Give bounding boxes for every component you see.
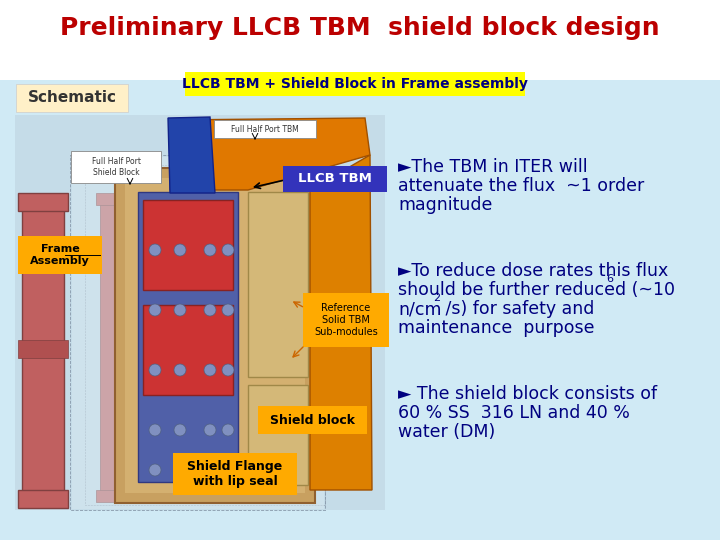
Text: /s) for safety and: /s) for safety and bbox=[440, 300, 595, 318]
Circle shape bbox=[149, 244, 161, 256]
Text: water (DM): water (DM) bbox=[398, 423, 495, 441]
Circle shape bbox=[222, 364, 234, 376]
FancyBboxPatch shape bbox=[185, 72, 525, 96]
Bar bbox=[0, 80, 720, 540]
Circle shape bbox=[204, 424, 216, 436]
FancyBboxPatch shape bbox=[16, 84, 128, 112]
Text: Shield block: Shield block bbox=[269, 414, 354, 427]
Circle shape bbox=[204, 304, 216, 316]
Bar bbox=[96, 193, 122, 205]
Circle shape bbox=[222, 464, 234, 476]
Text: maintenance  purpose: maintenance purpose bbox=[398, 319, 595, 337]
Text: LLCB TBM + Shield Block in Frame assembly: LLCB TBM + Shield Block in Frame assembl… bbox=[182, 77, 528, 91]
Text: Preliminary LLCB TBM  shield block design: Preliminary LLCB TBM shield block design bbox=[60, 16, 660, 40]
Circle shape bbox=[204, 364, 216, 376]
Circle shape bbox=[149, 364, 161, 376]
FancyBboxPatch shape bbox=[283, 166, 387, 192]
Bar bbox=[96, 490, 122, 502]
Bar bbox=[18, 490, 68, 508]
Text: Schematic: Schematic bbox=[27, 91, 117, 105]
Text: n/cm: n/cm bbox=[398, 300, 441, 318]
Bar bbox=[22, 200, 64, 495]
FancyBboxPatch shape bbox=[303, 293, 389, 347]
Text: attenuate the flux  ~1 order: attenuate the flux ~1 order bbox=[398, 177, 644, 195]
Text: Frame
Assembly: Frame Assembly bbox=[30, 244, 90, 266]
Circle shape bbox=[174, 304, 186, 316]
Text: magnitude: magnitude bbox=[398, 196, 492, 214]
Bar bbox=[100, 200, 118, 495]
Bar bbox=[138, 192, 238, 482]
Text: Reference
Solid TBM
Sub-modules: Reference Solid TBM Sub-modules bbox=[314, 303, 378, 336]
Text: 2: 2 bbox=[433, 293, 440, 303]
FancyBboxPatch shape bbox=[173, 453, 297, 495]
Circle shape bbox=[174, 364, 186, 376]
Bar bbox=[85, 165, 325, 505]
Text: ►To reduce dose rates this flux: ►To reduce dose rates this flux bbox=[398, 262, 668, 280]
Text: ►The TBM in ITER will: ►The TBM in ITER will bbox=[398, 158, 588, 176]
Polygon shape bbox=[170, 118, 370, 190]
Circle shape bbox=[204, 464, 216, 476]
Text: Shield Flange
with lip seal: Shield Flange with lip seal bbox=[187, 460, 283, 488]
Bar bbox=[72, 157, 324, 509]
Bar bbox=[15, 115, 385, 510]
Bar bbox=[248, 385, 308, 485]
Circle shape bbox=[149, 464, 161, 476]
Polygon shape bbox=[310, 155, 372, 490]
Text: ► The shield block consists of: ► The shield block consists of bbox=[398, 385, 657, 403]
FancyBboxPatch shape bbox=[18, 236, 102, 274]
FancyBboxPatch shape bbox=[214, 120, 316, 138]
FancyBboxPatch shape bbox=[258, 406, 367, 434]
Circle shape bbox=[222, 424, 234, 436]
Bar bbox=[143, 200, 233, 290]
Text: Full Half Port TBM: Full Half Port TBM bbox=[231, 125, 299, 133]
Circle shape bbox=[149, 304, 161, 316]
Text: should be further reduced (~10: should be further reduced (~10 bbox=[398, 281, 675, 299]
Circle shape bbox=[174, 424, 186, 436]
Text: 6: 6 bbox=[606, 274, 613, 284]
Bar bbox=[248, 192, 308, 377]
Bar bbox=[18, 340, 68, 358]
Circle shape bbox=[174, 244, 186, 256]
Circle shape bbox=[222, 244, 234, 256]
Circle shape bbox=[204, 244, 216, 256]
Circle shape bbox=[174, 464, 186, 476]
Bar bbox=[115, 168, 315, 503]
Polygon shape bbox=[168, 117, 215, 193]
Bar bbox=[143, 305, 233, 395]
FancyBboxPatch shape bbox=[71, 151, 161, 183]
Bar bbox=[70, 155, 325, 510]
Text: LLCB TBM: LLCB TBM bbox=[298, 172, 372, 186]
Text: Full Half Port
Shield Block: Full Half Port Shield Block bbox=[91, 157, 140, 177]
Bar bbox=[125, 178, 305, 493]
Bar bbox=[18, 193, 68, 211]
Circle shape bbox=[222, 304, 234, 316]
Text: 60 % SS  316 LN and 40 %: 60 % SS 316 LN and 40 % bbox=[398, 404, 630, 422]
Circle shape bbox=[149, 424, 161, 436]
